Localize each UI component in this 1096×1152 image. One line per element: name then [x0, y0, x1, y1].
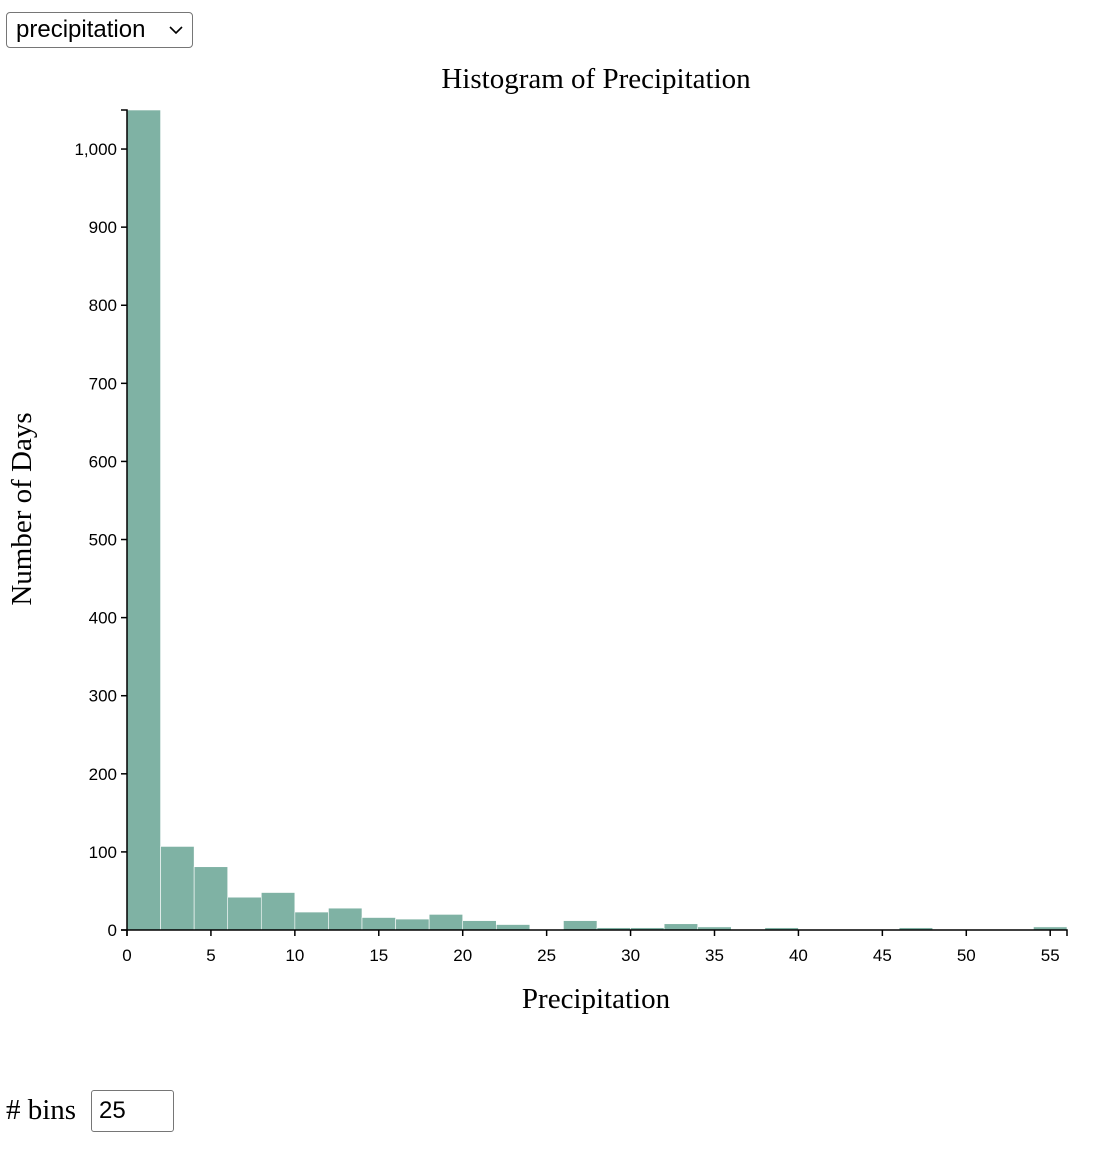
metric-select-value: precipitation — [16, 16, 146, 43]
x-tick-label: 5 — [206, 946, 215, 965]
histogram-chart: Histogram of Precipitation 0100200300400… — [6, 63, 1068, 1015]
x-tick-label: 35 — [705, 946, 724, 965]
histogram-bar — [193, 866, 229, 931]
x-tick-label: 55 — [1041, 946, 1060, 965]
x-axis: 0 5 10 15 20 25 30 35 40 45 50 55 — [122, 929, 1068, 965]
y-tick-label: 0 — [108, 921, 117, 940]
x-tick-label: 10 — [285, 946, 304, 965]
x-tick-label: 30 — [621, 946, 640, 965]
x-tick-label: 15 — [369, 946, 388, 965]
x-tick-label: 50 — [957, 946, 976, 965]
x-tick-label: 20 — [453, 946, 472, 965]
histogram-bar — [126, 109, 161, 931]
histogram-bar — [294, 911, 329, 931]
histogram-bar — [563, 920, 598, 931]
bars-group — [126, 109, 1068, 931]
histogram-bar — [260, 892, 296, 931]
x-axis-title: Precipitation — [522, 983, 671, 1015]
histogram-bar — [328, 907, 363, 931]
x-tick-label: 45 — [873, 946, 892, 965]
chevron-down-icon — [169, 26, 183, 35]
bins-label: # bins — [6, 1094, 77, 1126]
histogram-bar — [462, 920, 497, 931]
y-tick-label: 800 — [89, 296, 117, 315]
metric-select[interactable]: precipitation — [6, 12, 193, 48]
y-axis-line — [121, 109, 128, 931]
y-tick-label: 900 — [89, 218, 117, 237]
histogram-bar — [428, 914, 464, 931]
y-tick-label: 600 — [89, 452, 117, 471]
y-tick-label: 200 — [89, 765, 117, 784]
histogram-bar — [361, 917, 396, 931]
histogram-bar — [495, 924, 531, 931]
x-axis-line — [126, 929, 1068, 936]
histogram-bar — [663, 923, 699, 931]
y-tick-label: 100 — [89, 843, 117, 862]
y-tick-label: 400 — [89, 609, 117, 628]
y-tick-label: 500 — [89, 531, 117, 550]
histogram-bar — [395, 918, 430, 931]
y-tick-label: 300 — [89, 687, 117, 706]
y-axis: 0 100 200 300 400 500 600 700 800 900 1,000 — [74, 109, 128, 940]
y-tick-label: 1,000 — [74, 140, 117, 159]
chart-title: Histogram of Precipitation — [441, 63, 751, 95]
x-tick-label: 40 — [789, 946, 808, 965]
y-axis-title: Number of Days — [6, 412, 38, 605]
histogram-bar — [227, 896, 262, 931]
x-tick-label: 0 — [122, 946, 131, 965]
y-tick-label: 700 — [89, 374, 117, 393]
histogram-bar — [160, 846, 195, 931]
bins-input[interactable] — [91, 1090, 174, 1132]
x-tick-label: 25 — [537, 946, 556, 965]
